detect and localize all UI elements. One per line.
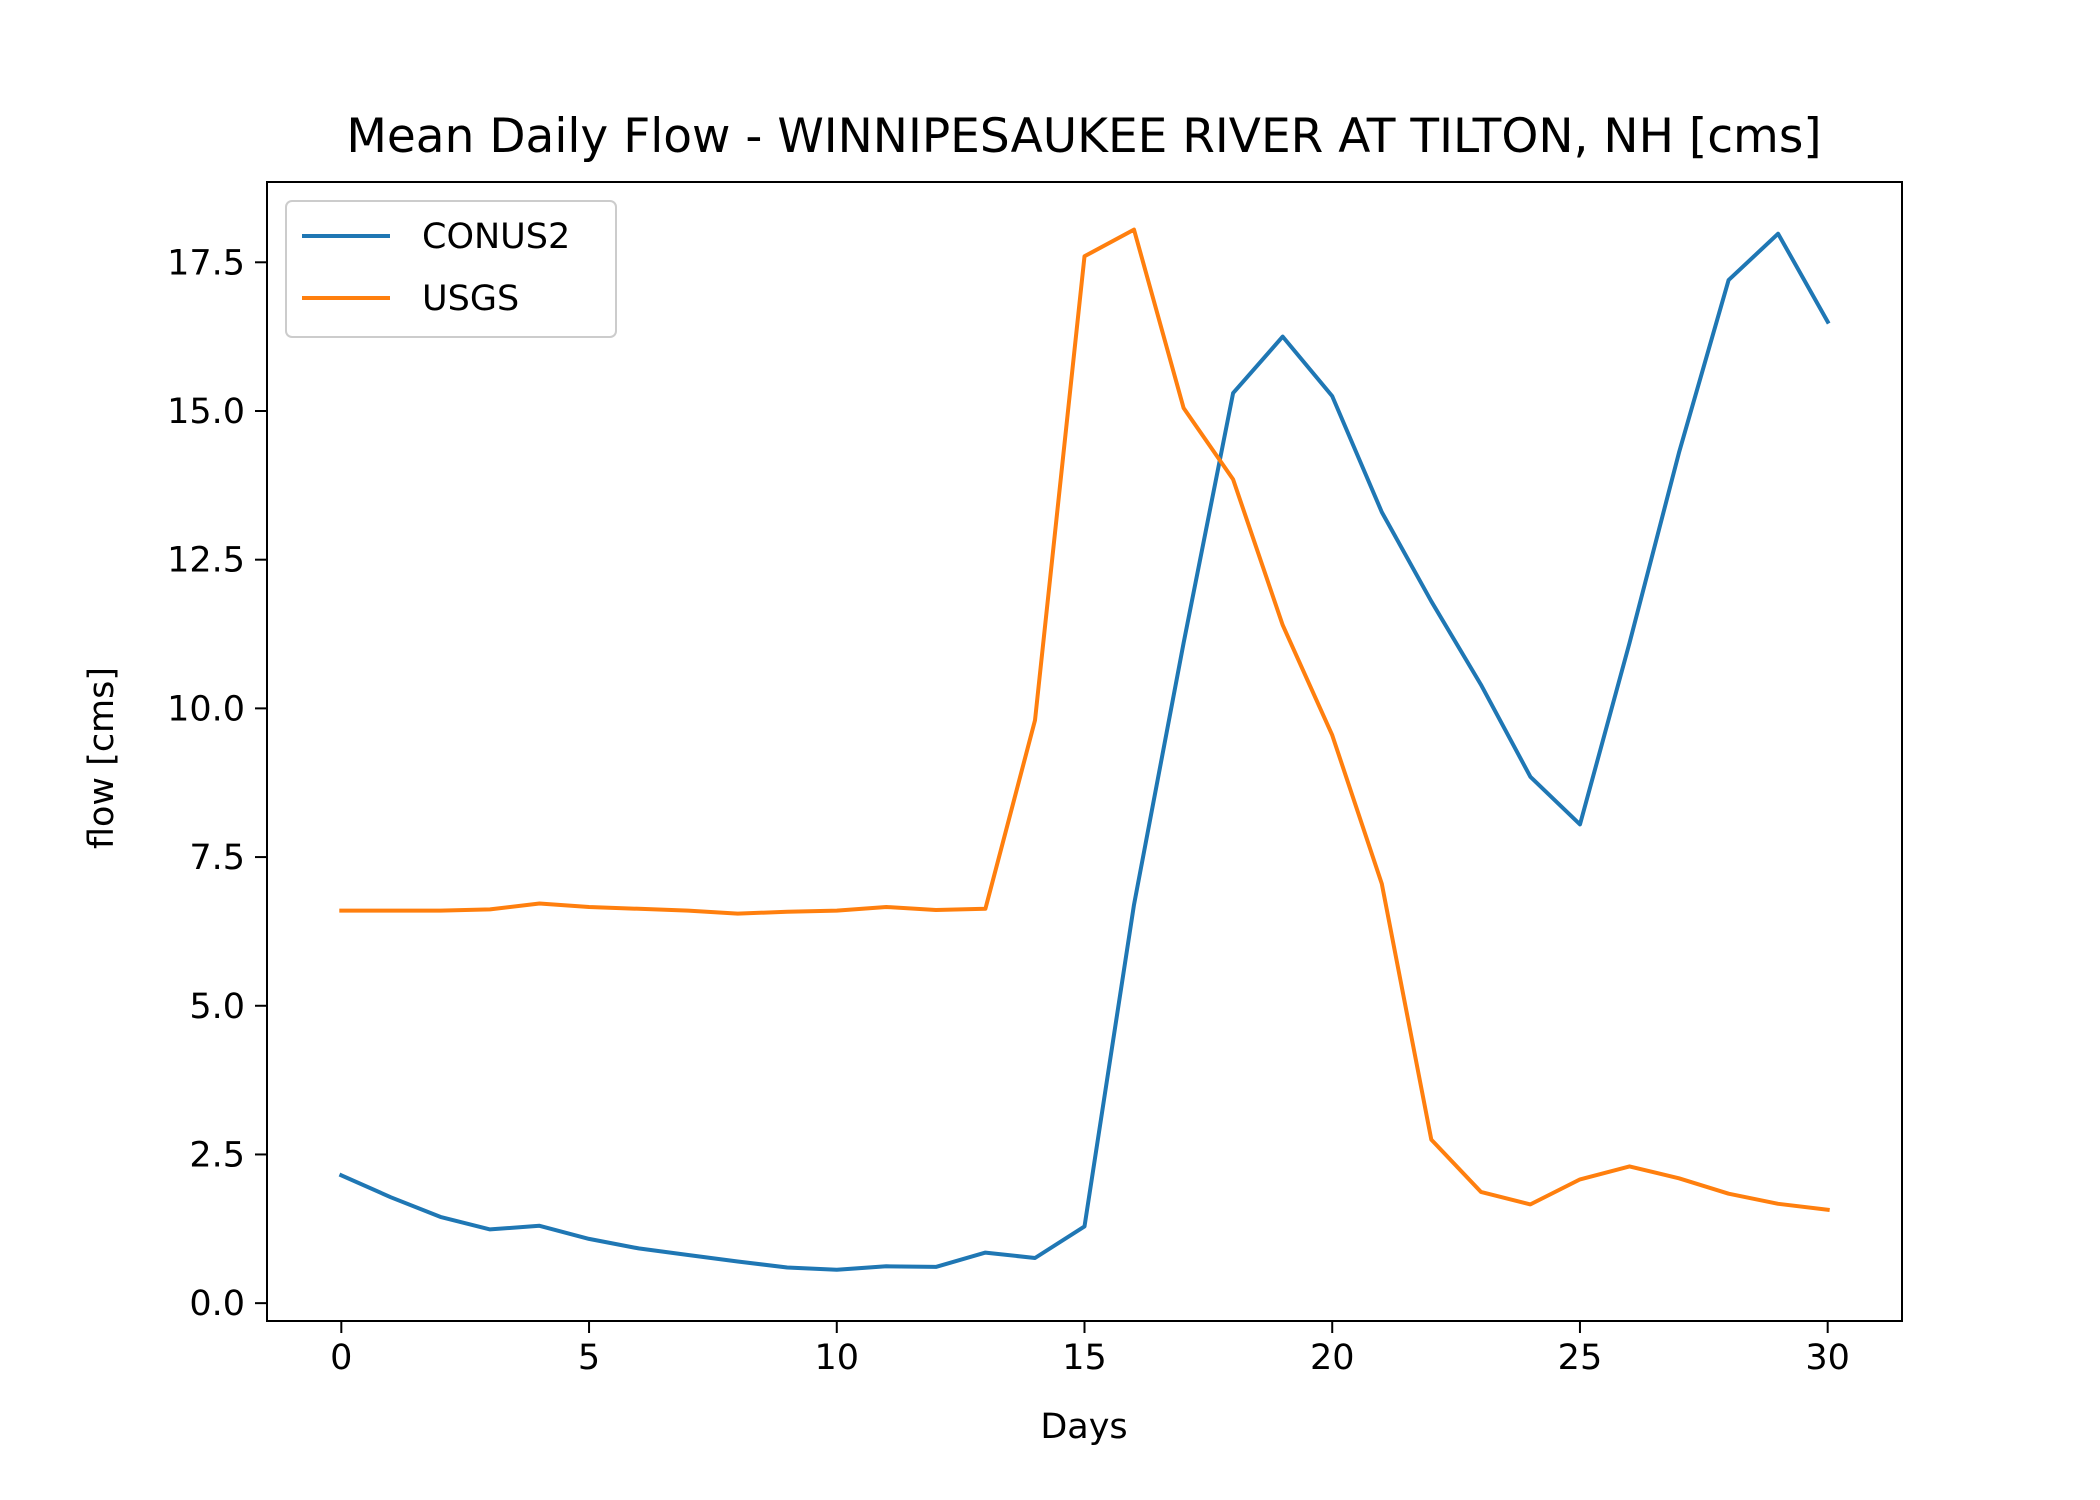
y-tick-label: 12.5 [167,541,245,581]
x-tick-label: 30 [1805,1338,1850,1378]
y-tick-label: 15.0 [167,392,245,432]
y-tick-label: 7.5 [189,838,245,878]
y-axis-label: flow [cms] [82,667,122,849]
x-tick-label: 15 [1062,1338,1107,1378]
series-line-usgs [339,227,1830,1213]
x-axis: 0 5 10 15 20 25 30 [330,1321,1850,1378]
y-tick-label: 2.5 [189,1135,245,1175]
y-tick-label: 10.0 [167,689,245,729]
x-tick-label: 0 [330,1338,352,1378]
x-tick-label: 20 [1310,1338,1355,1378]
y-tick-label: 0.0 [189,1284,245,1324]
chart-title: Mean Daily Flow - WINNIPESAUKEE RIVER AT… [346,109,1821,164]
y-tick-label: 5.0 [189,987,245,1027]
legend: CONUS2 USGS [285,200,617,338]
x-tick-label: 25 [1558,1338,1603,1378]
legend-label-conus2: CONUS2 [422,217,570,257]
series-layer [338,227,1831,1272]
legend-label-usgs: USGS [422,279,519,319]
x-tick-label: 10 [814,1338,859,1378]
y-axis: 0.0 2.5 5.0 7.5 10.0 12.5 15.0 17.5 [167,243,267,1324]
series-line-conus2 [338,231,1831,1272]
y-tick-label: 17.5 [167,243,245,283]
x-axis-label: Days [1040,1407,1127,1447]
x-tick-label: 5 [578,1338,600,1378]
